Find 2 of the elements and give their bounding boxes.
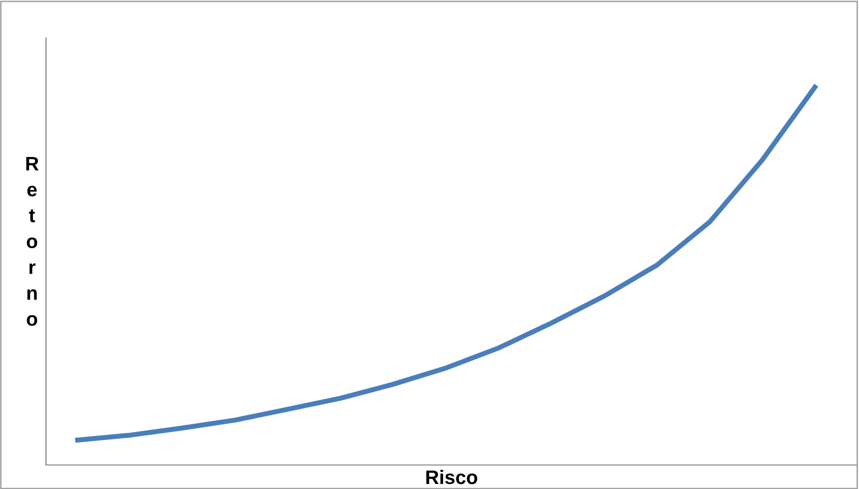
y-axis-title: Retorno	[26, 156, 39, 326]
x-axis-title: Risco	[426, 470, 478, 484]
